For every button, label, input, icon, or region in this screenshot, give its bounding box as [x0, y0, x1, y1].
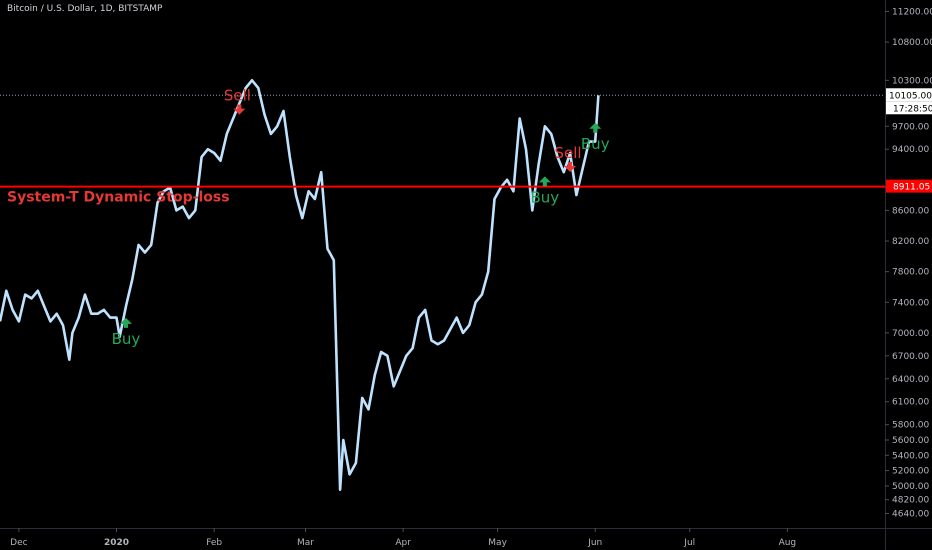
stop-loss-annotation: System-T Dynamic Stop-loss	[7, 190, 230, 206]
sell-arrow-icon	[233, 104, 246, 115]
chart-title: Bitcoin / U.S. Dollar, 1D, BITSTAMP	[7, 4, 163, 14]
y-tick-label: 5600.00	[892, 436, 929, 446]
y-tick-label: 5000.00	[892, 482, 929, 492]
buy-arrow-icon	[119, 317, 132, 328]
y-tick-label: 8600.00	[892, 206, 929, 216]
sell-label: Sell	[224, 87, 251, 105]
series-layer	[0, 79, 885, 492]
y-tick-label: 11200.00	[892, 7, 932, 17]
buy-arrow-icon	[589, 122, 602, 133]
last-price-badge	[886, 88, 932, 102]
y-tick-label: 6100.00	[892, 398, 929, 408]
x-tick-label: Mar	[297, 538, 314, 548]
y-tick-label: 6700.00	[892, 352, 929, 362]
y-tick-label: 6400.00	[892, 375, 929, 385]
sell-label: Sell	[555, 144, 582, 162]
y-tick-label: 10300.00	[892, 76, 932, 86]
sell-arrow-icon	[564, 162, 577, 172]
y-tick-label: 4640.00	[892, 509, 929, 519]
x-tick-label: 2020	[104, 538, 129, 548]
x-tick-label: Apr	[395, 538, 411, 548]
buy-label: Buy	[112, 330, 141, 348]
price-series-line	[0, 79, 600, 492]
y-tick-label: 9700.00	[892, 122, 929, 132]
buy-arrow-icon	[538, 176, 551, 187]
x-tick-label: Jul	[683, 538, 695, 548]
time-label: 17:28:50	[893, 104, 932, 114]
last-price-label: 10105.00	[889, 91, 932, 101]
time-badge	[886, 101, 932, 115]
x-tick-label: Aug	[779, 538, 797, 548]
y-tick-label: 4820.00	[892, 496, 929, 506]
y-tick-label: 5800.00	[892, 421, 929, 431]
x-tick-label: Dec	[10, 538, 27, 548]
y-tick-label: 9400.00	[892, 145, 929, 155]
y-tick-label: 5200.00	[892, 467, 929, 477]
x-tick-label: Feb	[206, 538, 222, 548]
x-tick-label: May	[488, 538, 507, 548]
y-tick-label: 8200.00	[892, 237, 929, 247]
y-tick-label: 10800.00	[892, 38, 932, 48]
stop-price-label: 8911.05	[893, 183, 930, 193]
buy-label: Buy	[531, 188, 560, 206]
y-tick-label: 5400.00	[892, 451, 929, 461]
stop-price-badge	[886, 179, 932, 193]
buy-label: Buy	[581, 135, 610, 153]
x-tick-label: Jun	[587, 538, 602, 548]
y-tick-label: 7000.00	[892, 329, 929, 339]
y-tick-label: 7400.00	[892, 298, 929, 308]
y-tick-label: 7800.00	[892, 268, 929, 278]
label-layer: System-T Dynamic Stop-loss 10105.00 17:28:…	[7, 88, 932, 206]
